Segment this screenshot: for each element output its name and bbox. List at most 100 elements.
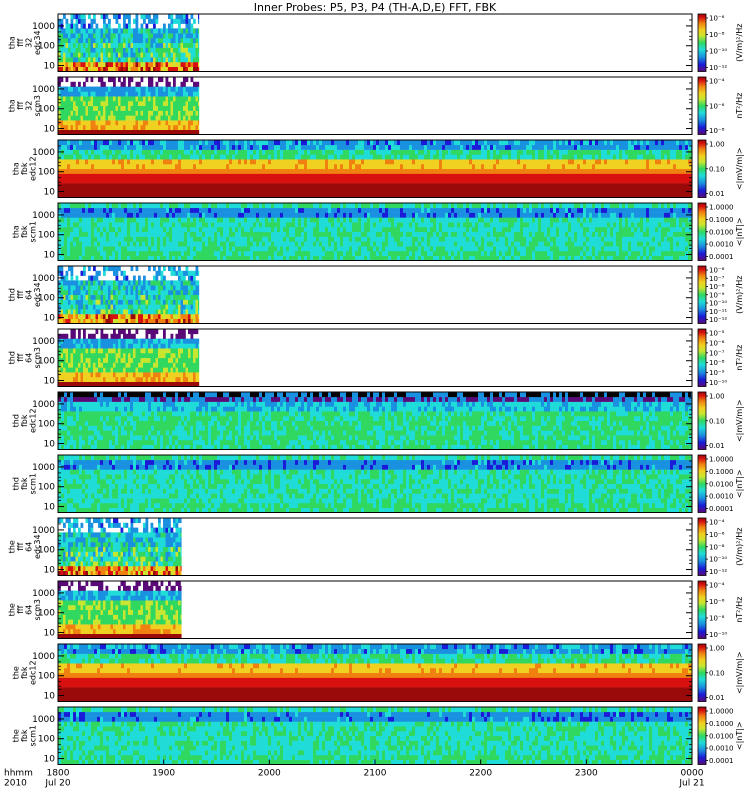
y-tick-label: 10 <box>44 440 56 450</box>
y-axis-label: thd fff 64 scm3 <box>7 347 42 368</box>
y-label-line: scm3 <box>33 599 42 620</box>
y-tick-label: 10 <box>44 377 56 387</box>
chart-title: Inner Probes: P5, P3, P4 (TH-A,D,E) FFT,… <box>254 1 497 14</box>
spectrogram-cells <box>58 392 692 450</box>
x-tick-label: 0000 <box>681 769 704 779</box>
colorbar-tick-label: 0.0001 <box>709 253 734 261</box>
colorbar-tick-label: 10⁻⁸ <box>709 615 725 623</box>
colorbar-label: <|mV/m|> <box>735 399 744 442</box>
y-tick-label: 100 <box>38 672 55 682</box>
x-tick-label: 2100 <box>364 769 387 779</box>
y-label-line: edc12 <box>29 660 38 685</box>
y-tick-label: 10 <box>44 62 56 72</box>
y-tick-label: 10 <box>44 629 56 639</box>
y-label-line: scm1 <box>29 725 38 746</box>
y-tick-label: 10 <box>44 125 56 135</box>
y-axis-label: tha fff 32 edc34 <box>7 30 42 55</box>
spectrogram-cells <box>58 644 692 702</box>
spectrogram-cells <box>58 518 182 576</box>
y-axis-label: the fff 64 edc34 <box>7 534 42 559</box>
y-tick-label: 1000 <box>32 652 55 662</box>
colorbar-tick-label: 0.1000 <box>709 216 734 224</box>
colorbar-label: nT²/Hz <box>735 345 744 371</box>
y-axis-label: tha fbk edc12 <box>12 156 38 181</box>
colorbar-tick-label: 0.01 <box>709 694 725 702</box>
colorbar-label: nT²/Hz <box>735 597 744 623</box>
y-tick-label: 10 <box>44 314 56 324</box>
colorbar-tick-label: 0.0010 <box>709 745 734 753</box>
y-tick-label: 100 <box>38 735 55 745</box>
colorbar <box>698 392 706 450</box>
colorbar <box>698 518 706 576</box>
colorbar-tick-label: 10⁻⁶ <box>709 267 725 275</box>
y-tick-label: 1000 <box>32 85 55 95</box>
colorbar-label: <|nT|> <box>735 217 744 246</box>
colorbar-tick-label: 0.0010 <box>709 493 734 501</box>
colorbar-label: nT²/Hz <box>735 93 744 119</box>
y-axis-label: thd fbk scm1 <box>12 473 38 494</box>
colorbar-label: <|nT|> <box>735 721 744 750</box>
colorbar-label: <|nT|> <box>735 469 744 498</box>
y-tick-label: 1000 <box>32 337 55 347</box>
colorbar <box>698 14 706 72</box>
colorbar-tick-label: 10⁻¹⁰ <box>709 556 727 564</box>
y-tick-label: 1000 <box>32 211 55 221</box>
y-axis-label: the fbk edc12 <box>12 660 38 685</box>
colorbar-tick-label: 10⁻⁹ <box>709 369 725 377</box>
colorbar-label: <|mV/m|> <box>735 147 744 190</box>
spectrogram-cells <box>58 14 199 72</box>
colorbar-tick-label: 10⁻⁴ <box>709 519 725 527</box>
colorbar <box>698 140 706 198</box>
y-tick-label: 100 <box>38 231 55 241</box>
y-label-line: edc34 <box>33 534 42 559</box>
y-tick-label: 10 <box>44 503 56 513</box>
y-tick-label: 10 <box>44 566 56 576</box>
y-label-line: scm1 <box>29 221 38 242</box>
y-tick-label: 1000 <box>32 589 55 599</box>
y-label-line: edc12 <box>29 156 38 181</box>
colorbar-tick-label: 0.10 <box>709 165 725 173</box>
y-tick-label: 1000 <box>32 526 55 536</box>
colorbar <box>698 329 706 387</box>
y-tick-label: 1000 <box>32 148 55 158</box>
y-label-line: scm3 <box>33 347 42 368</box>
y-axis-label: thd fff 64 edc34 <box>7 282 42 307</box>
spectrogram-cells <box>58 329 199 387</box>
y-tick-label: 1000 <box>32 715 55 725</box>
colorbar-tick-label: 0.01 <box>709 190 725 198</box>
colorbar-tick-label: 10⁻⁷ <box>709 349 725 357</box>
panels: 10 100 1000 tha fff 32 edc34 10⁻¹² 10⁻¹⁰ 10⁻⁸ 10⁻⁶… <box>7 14 744 765</box>
colorbar-tick-label: 0.0001 <box>709 505 734 513</box>
y-label-line: scm1 <box>29 473 38 494</box>
colorbar-tick-label: 10⁻⁵ <box>709 330 725 338</box>
colorbar-tick-label: 10⁻⁴ <box>709 78 725 86</box>
colorbar-tick-label: 0.0001 <box>709 757 734 765</box>
colorbar-tick-label: 10⁻¹⁰ <box>709 300 727 308</box>
spectrogram-cells <box>58 203 692 261</box>
x-tick-label: 2300 <box>575 769 598 779</box>
colorbar-tick-label: 0.1000 <box>709 468 734 476</box>
colorbar-tick-label: 10⁻⁸ <box>709 31 725 39</box>
colorbar <box>698 203 706 261</box>
colorbar-tick-label: 10⁻¹² <box>709 64 727 72</box>
colorbar <box>698 455 706 513</box>
colorbar-tick-label: 0.0100 <box>709 480 734 488</box>
colorbar-tick-label: 10⁻¹⁰ <box>709 379 727 387</box>
colorbar-label: (V/m)²/Hz <box>735 24 744 62</box>
colorbar-tick-label: 1.00 <box>709 645 725 653</box>
colorbar <box>698 644 706 702</box>
colorbar-tick-label: 10⁻¹⁰ <box>709 631 727 639</box>
colorbar-tick-label: 0.0010 <box>709 241 734 249</box>
y-tick-label: 10 <box>44 188 56 198</box>
colorbar-tick-label: 0.1000 <box>709 720 734 728</box>
x-tick-sublabel: Jul 21 <box>678 779 704 789</box>
colorbar-label: <|mV/m|> <box>735 651 744 694</box>
